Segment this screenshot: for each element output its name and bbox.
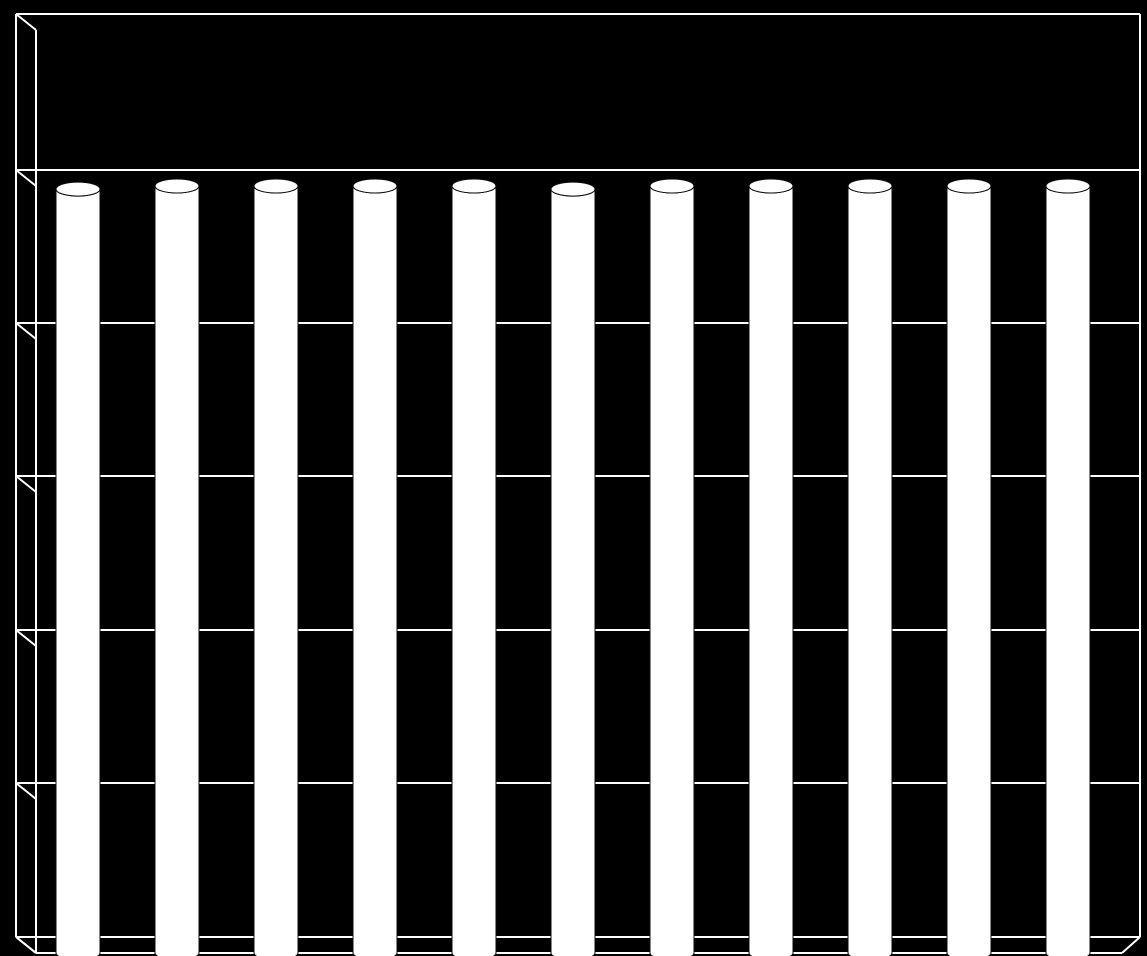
chart-stage — [0, 0, 1147, 956]
chart-svg — [0, 0, 1147, 956]
